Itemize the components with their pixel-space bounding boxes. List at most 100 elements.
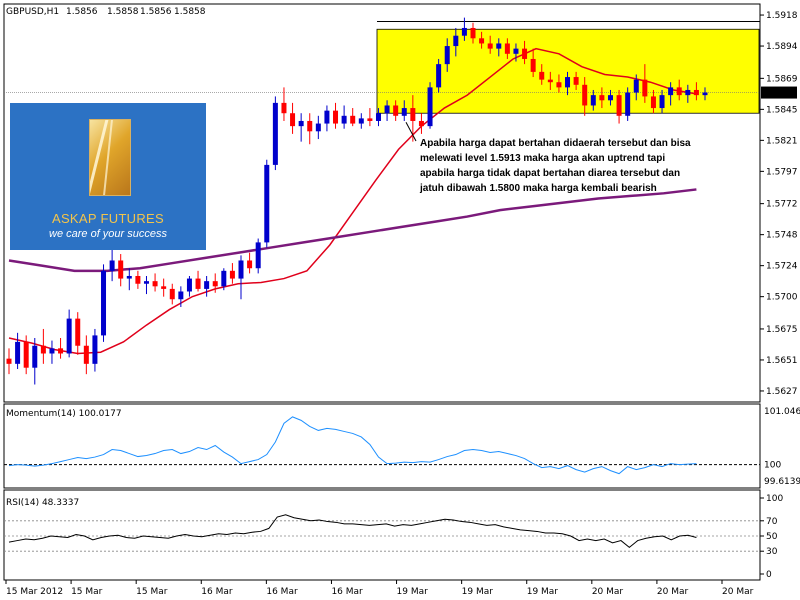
momentum-line <box>8 416 697 475</box>
time-tick-label: 19 Mar <box>462 587 494 597</box>
candle-body <box>135 275 141 284</box>
rsi-title: RSI(14) 48.3337 <box>6 498 79 508</box>
candle-body <box>161 286 167 289</box>
candle-body <box>393 105 399 116</box>
rsi-line <box>8 514 697 549</box>
candle-body <box>487 43 493 49</box>
candle-body <box>109 260 115 271</box>
rsi-frame <box>3 489 761 581</box>
time-tick-label: 19 Mar <box>527 587 559 597</box>
candle-body <box>307 120 313 132</box>
price-frame <box>3 3 761 403</box>
candle-body <box>143 281 149 284</box>
candle-body <box>582 84 588 106</box>
candle-body <box>410 108 416 121</box>
price-tick-label: 1.5821 <box>766 136 798 146</box>
annotation-line-3: apabila harga tidak dapat bertahan diare… <box>420 168 680 179</box>
momentum-panel[interactable]: 101.0465 100 99.6139 <box>3 403 800 489</box>
candle-body <box>75 318 81 346</box>
candle-body <box>401 108 407 116</box>
logo-tagline: we care of your success <box>49 228 167 240</box>
candle-body <box>685 89 691 96</box>
candle-body <box>264 164 270 243</box>
annotation-arrow <box>405 122 417 142</box>
ohlc-high: 1.5858 <box>107 7 139 17</box>
rsi-tick-label: 100 <box>766 494 783 504</box>
candle-body <box>178 291 184 300</box>
candle-body <box>650 96 656 109</box>
highlight-zone <box>376 28 760 114</box>
candle-body <box>436 64 442 88</box>
candle-body <box>633 79 639 93</box>
candle-body <box>58 348 64 354</box>
candle-body <box>221 270 227 287</box>
candle-body <box>118 260 124 279</box>
time-tick-label: 15 Mar 2012 <box>6 587 63 597</box>
price-tick-label: 1.5869 <box>766 74 798 84</box>
candle-body <box>341 115 347 124</box>
price-tick-label: 1.5918 <box>766 11 798 21</box>
candle-body <box>152 281 158 287</box>
candle-body <box>350 115 356 124</box>
time-tick-label: 20 Mar <box>657 587 689 597</box>
ohlc-low: 1.5856 <box>140 7 172 17</box>
price-tick-label: 1.5748 <box>766 231 798 241</box>
candle-body <box>444 46 450 65</box>
time-tick-label: 16 Mar <box>201 587 233 597</box>
candle-body <box>461 27 467 36</box>
candle-body <box>504 43 510 54</box>
price-tick-label: 1.5894 <box>766 42 798 52</box>
time-tick-label: 20 Mar <box>592 587 624 597</box>
candle-body <box>565 77 571 88</box>
candle-body <box>255 242 261 269</box>
time-tick-label: 16 Mar <box>331 587 363 597</box>
price-tick-label: 1.5651 <box>766 356 798 366</box>
candle-body <box>384 105 390 114</box>
time-tick-label: 15 Mar <box>71 587 103 597</box>
candle-body <box>668 87 674 96</box>
candle-body <box>616 95 622 116</box>
candle-body <box>195 278 201 289</box>
price-tick-label: 1.5627 <box>766 387 798 397</box>
momentum-title: Momentum(14) 100.0177 <box>6 409 122 419</box>
candle-body <box>418 120 424 127</box>
candle-body <box>204 281 210 289</box>
candle-body <box>693 89 699 96</box>
candle-body <box>290 113 296 127</box>
candle-body <box>169 288 175 300</box>
rsi-tick-label: 0 <box>766 570 772 580</box>
candle-body <box>496 43 502 49</box>
candle-body <box>186 278 192 292</box>
logo-name: ASKAP FUTURES <box>51 211 165 226</box>
candle-body <box>229 270 235 279</box>
time-tick-label: 19 Mar <box>397 587 429 597</box>
candle-body <box>427 87 433 127</box>
candle-body <box>659 95 665 109</box>
momentum-tick-label: 101.0465 <box>764 407 800 417</box>
candle-body <box>6 358 12 364</box>
candle-body <box>32 345 38 368</box>
candle-body <box>676 87 682 96</box>
price-panel[interactable]: 1.5918 1.5894 1.5869 1.5845 1.5821 1.5797 1.57… <box>3 3 798 403</box>
candle-body <box>702 92 708 96</box>
rsi-tick-label: 50 <box>766 532 778 542</box>
momentum-frame <box>3 403 761 489</box>
symbol-label: GBPUSD,H1 <box>6 7 59 17</box>
rsi-panel[interactable]: 100 70 50 30 0 <box>3 489 783 581</box>
candle-body <box>126 275 132 279</box>
candle-body <box>40 345 46 354</box>
candle-body <box>212 281 218 287</box>
moving-average-fast <box>8 47 697 355</box>
candle-body <box>607 95 613 101</box>
candle-body <box>513 48 519 54</box>
time-tick-label: 15 Mar <box>136 587 168 597</box>
annotation-line-1: Apabila harga dapat bertahan didaerah te… <box>420 138 691 149</box>
candle-body <box>315 123 321 132</box>
candle-body <box>358 118 364 124</box>
candle-body <box>479 38 485 44</box>
candle-body <box>367 118 373 121</box>
time-tick-label: 20 Mar <box>722 587 754 597</box>
candle-body <box>92 335 98 364</box>
